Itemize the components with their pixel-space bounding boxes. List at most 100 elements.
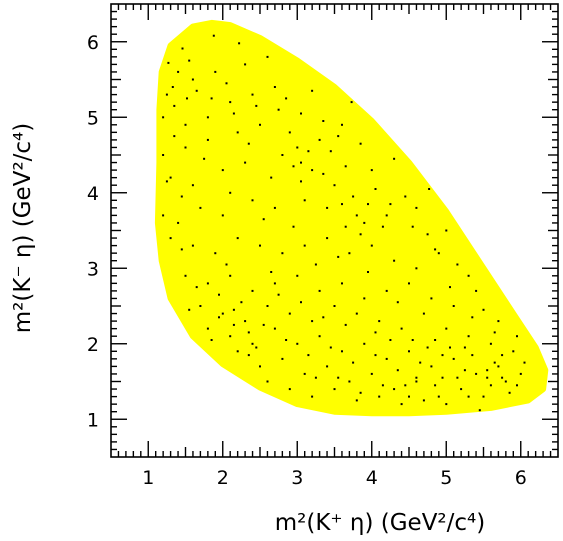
data-point [303,199,306,202]
data-point [300,180,302,183]
data-point [393,157,396,160]
data-point [311,169,314,172]
data-point [449,346,451,349]
data-point [229,191,232,194]
data-point [504,380,507,383]
y-tick-label: 5 [87,107,99,129]
data-point [441,376,444,379]
data-point [370,169,373,172]
data-point [449,286,451,289]
data-point [232,112,235,115]
data-point [482,308,485,311]
data-point [247,331,250,334]
data-point [273,282,276,285]
x-tick-label: 4 [366,467,378,489]
data-point [428,188,431,190]
data-point [296,274,299,277]
data-point [426,346,429,349]
data-point [322,172,325,175]
data-point [318,335,321,338]
data-point [378,395,381,398]
data-points [162,34,526,412]
data-point [333,184,336,187]
x-tick-label: 1 [142,467,154,489]
data-point [285,97,288,100]
data-point [415,380,418,383]
data-point [266,380,269,383]
data-point [311,89,314,92]
y-tick-label: 2 [87,334,99,356]
data-point [307,354,310,357]
data-point [322,120,325,122]
dalitz-boundary-region [154,19,549,417]
data-point [445,229,448,232]
data-point [206,138,209,141]
data-point [452,305,455,307]
data-point [434,248,437,251]
data-point [359,142,362,145]
data-point [273,86,276,88]
data-point [300,301,302,304]
data-point [318,289,321,292]
data-point [456,263,459,266]
data-point [493,331,496,334]
data-point [322,316,325,319]
data-point [236,237,239,240]
data-point [489,342,492,345]
data-point [255,104,258,107]
data-point [162,154,165,156]
y-tick-label: 6 [87,32,99,54]
data-point [262,218,265,221]
data-point [326,365,329,368]
data-point [434,339,437,341]
data-point [411,225,414,228]
data-point [367,271,369,273]
data-point [415,206,418,209]
data-point [337,255,340,258]
data-point [288,388,291,391]
data-point [191,78,194,81]
data-point [244,63,247,66]
data-point [195,286,198,289]
data-point [238,42,241,45]
data-point [348,380,351,383]
data-point [422,399,425,402]
data-point [404,195,407,198]
data-point [381,225,384,228]
data-point [404,384,407,387]
data-point [475,372,478,375]
data-point [188,59,191,62]
data-point [273,206,276,209]
data-point [393,388,396,391]
data-point [519,372,522,375]
data-point [236,350,239,353]
data-point [229,274,232,277]
data-point [381,384,384,387]
data-point [303,244,306,247]
data-point [374,354,377,357]
data-point [210,339,213,341]
data-point [400,403,403,406]
data-point [441,354,444,357]
data-point [292,225,295,228]
data-point [244,320,247,323]
data-point [467,335,470,338]
data-point [221,169,224,172]
data-point [273,327,276,330]
data-point [419,361,422,364]
data-point [221,312,224,315]
data-point [285,339,288,341]
data-point [311,395,314,398]
data-point [467,395,470,398]
data-point [508,391,511,394]
data-point [206,327,209,330]
data-point [430,297,433,300]
data-point [199,206,202,209]
data-point [307,150,310,153]
data-point [363,342,366,345]
data-point [173,104,176,107]
data-point [363,297,366,300]
data-point [186,97,188,100]
data-point [516,335,518,338]
data-point [359,233,362,236]
